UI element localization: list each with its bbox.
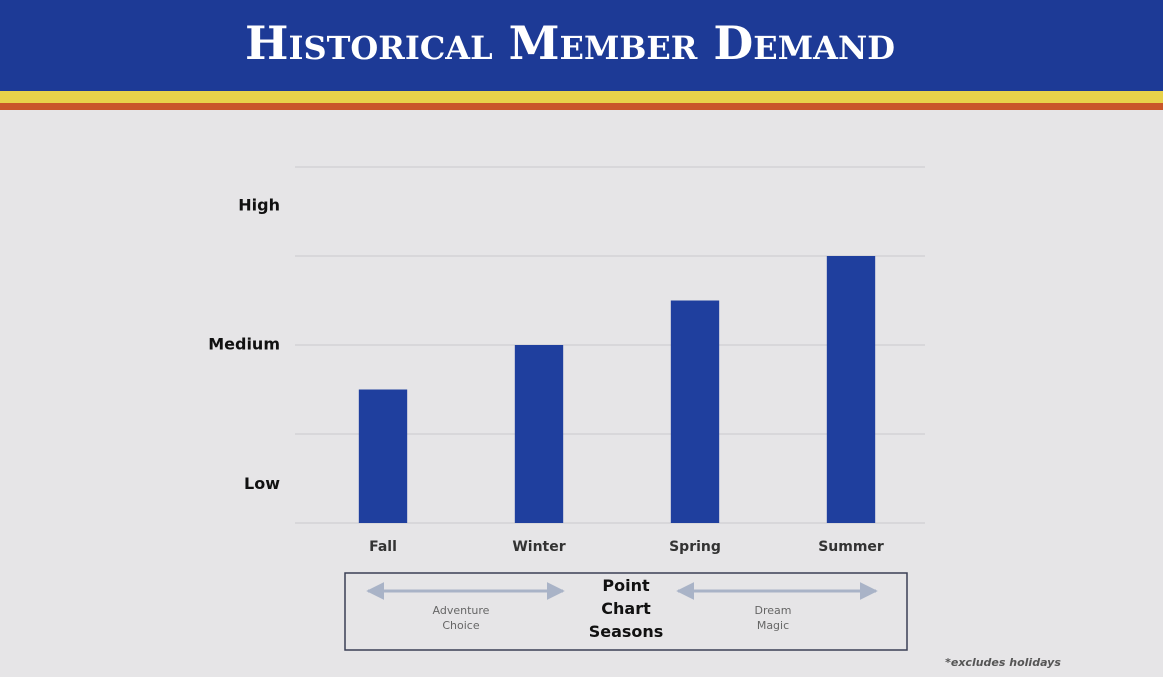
seasons-label-line: Seasons [589, 622, 664, 641]
x-tick-label: Spring [669, 539, 721, 555]
y-tick-label: Medium [208, 335, 280, 354]
bar [514, 345, 564, 523]
bar [670, 300, 720, 523]
x-tick-label: Summer [818, 539, 884, 555]
season-box [344, 572, 908, 651]
season-group-line: Choice [442, 619, 479, 632]
x-tick-label: Winter [512, 539, 565, 555]
header-band [0, 0, 1163, 91]
y-tick-label: Low [244, 474, 280, 493]
chart-title: Historical Member Demand [245, 16, 895, 70]
orange-stripe [0, 103, 1163, 110]
season-group-line: Dream [755, 604, 792, 617]
bar [826, 256, 876, 523]
footnote: *excludes holidays [945, 656, 1061, 669]
x-tick-label: Fall [369, 539, 397, 555]
seasons-label-line: Point [602, 576, 650, 595]
y-tick-label: High [238, 196, 280, 215]
seasons-label-line: Chart [601, 599, 651, 618]
season-group-line: Adventure [433, 604, 490, 617]
season-group-line: Magic [757, 619, 789, 632]
seasons-label: Point Chart Seasons [589, 576, 664, 641]
bar [358, 389, 408, 523]
yellow-stripe [0, 91, 1163, 103]
season-group-label: Adventure Choice [433, 604, 490, 632]
season-group-label: Dream Magic [755, 604, 792, 632]
